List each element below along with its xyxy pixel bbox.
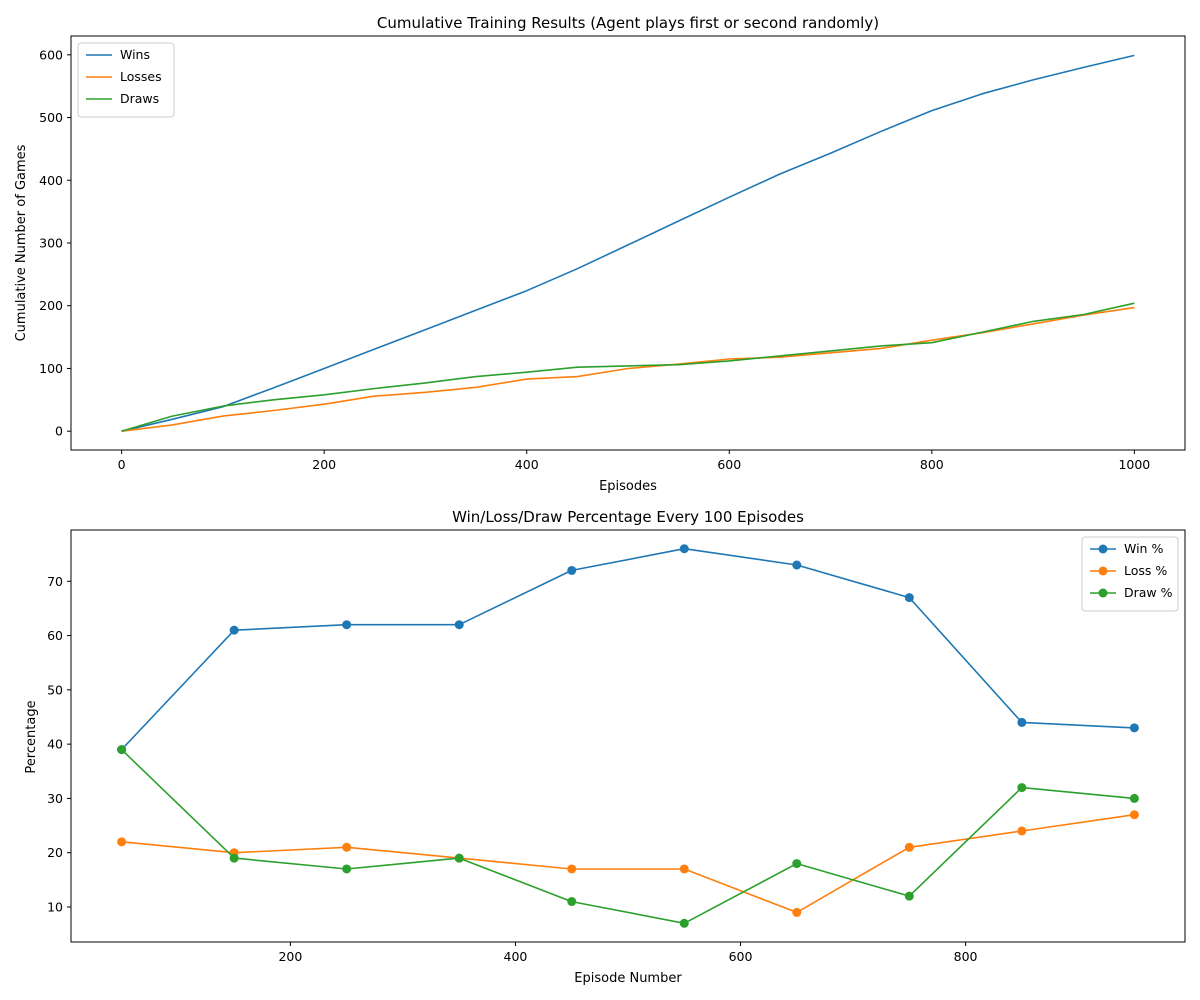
series-line-draw xyxy=(121,749,1135,925)
legend: Win % Loss % Draw % xyxy=(1081,536,1179,612)
data-point xyxy=(1017,783,1027,793)
data-point xyxy=(679,544,689,554)
series-line-win xyxy=(121,547,1135,751)
legend-label: Loss % xyxy=(1124,563,1167,578)
series-line-loss xyxy=(121,813,1135,914)
x-axis-label: Episode Number xyxy=(574,971,682,986)
percentage-chart: Win/Loss/Draw Percentage Every 100 Episo… xyxy=(24,508,1186,986)
chart-title: Win/Loss/Draw Percentage Every 100 Episo… xyxy=(452,508,804,526)
y-tick-label: 100 xyxy=(39,361,63,376)
x-tick-label: 200 xyxy=(278,949,302,964)
y-tick-label: 600 xyxy=(39,47,63,62)
data-point xyxy=(567,897,577,907)
legend-label: Draws xyxy=(120,91,159,106)
data-point xyxy=(1129,810,1139,820)
legend-marker xyxy=(1098,566,1108,576)
y-tick-label: 50 xyxy=(47,682,63,697)
cumulative-results-chart: Cumulative Training Results (Agent plays… xyxy=(14,14,1186,494)
x-tick-label: 600 xyxy=(717,457,741,472)
y-tick-label: 400 xyxy=(39,173,63,188)
data-point xyxy=(117,837,127,847)
series-line-wins xyxy=(121,54,1135,432)
data-point xyxy=(454,853,464,863)
data-point xyxy=(567,565,577,575)
data-point xyxy=(342,864,352,874)
x-axis-label: Episodes xyxy=(599,479,657,494)
legend-label: Losses xyxy=(120,69,162,84)
data-point xyxy=(792,859,802,869)
series-line-draws xyxy=(121,302,1135,432)
data-point xyxy=(567,864,577,874)
y-tick-label: 200 xyxy=(39,298,63,313)
data-point xyxy=(117,745,127,755)
y-tick-label: 20 xyxy=(47,845,63,860)
legend-label: Draw % xyxy=(1124,585,1173,600)
plot-area: 0 200 400 600 800 1000 0 100 200 300 400 500 600 Wins… xyxy=(39,35,1186,472)
legend-label: Wins xyxy=(120,47,150,62)
y-tick-label: 70 xyxy=(47,574,63,589)
y-tick-label: 40 xyxy=(47,737,63,752)
data-point xyxy=(904,891,914,901)
x-tick-label: 400 xyxy=(504,949,528,964)
data-point xyxy=(1017,717,1027,727)
x-tick-label: 800 xyxy=(954,949,978,964)
plot-area: 200 400 600 800 10 20 30 40 50 60 70 Win % Loss % Dra… xyxy=(47,529,1186,964)
data-point xyxy=(1129,723,1139,733)
x-tick-label: 600 xyxy=(729,949,753,964)
data-point xyxy=(792,907,802,917)
y-tick-label: 60 xyxy=(47,628,63,643)
y-tick-label: 10 xyxy=(47,899,63,914)
legend: Wins Losses Draws xyxy=(77,42,175,118)
y-axis-label: Percentage xyxy=(24,700,39,773)
axes-frame xyxy=(70,529,1186,943)
legend-marker xyxy=(1098,588,1108,598)
data-point xyxy=(1129,793,1139,803)
y-tick-label: 0 xyxy=(55,424,63,439)
y-tick-label: 300 xyxy=(39,236,63,251)
data-point xyxy=(679,918,689,928)
x-tick-label: 1000 xyxy=(1118,457,1150,472)
data-point xyxy=(229,853,239,863)
y-tick-label: 500 xyxy=(39,110,63,125)
x-tick-label: 400 xyxy=(515,457,539,472)
legend-marker xyxy=(1098,544,1108,554)
x-tick-label: 200 xyxy=(312,457,336,472)
data-point xyxy=(904,842,914,852)
data-point xyxy=(342,620,352,630)
chart-title: Cumulative Training Results (Agent plays… xyxy=(377,14,879,32)
x-tick-label: 800 xyxy=(920,457,944,472)
x-tick-label: 0 xyxy=(118,457,126,472)
data-point xyxy=(792,560,802,570)
data-point xyxy=(904,593,914,603)
data-point xyxy=(679,864,689,874)
legend-label: Win % xyxy=(1124,541,1163,556)
y-axis-label: Cumulative Number of Games xyxy=(14,144,29,341)
data-point xyxy=(342,842,352,852)
data-point xyxy=(229,625,239,635)
y-tick-label: 30 xyxy=(47,791,63,806)
data-point xyxy=(1017,826,1027,836)
data-point xyxy=(454,620,464,630)
